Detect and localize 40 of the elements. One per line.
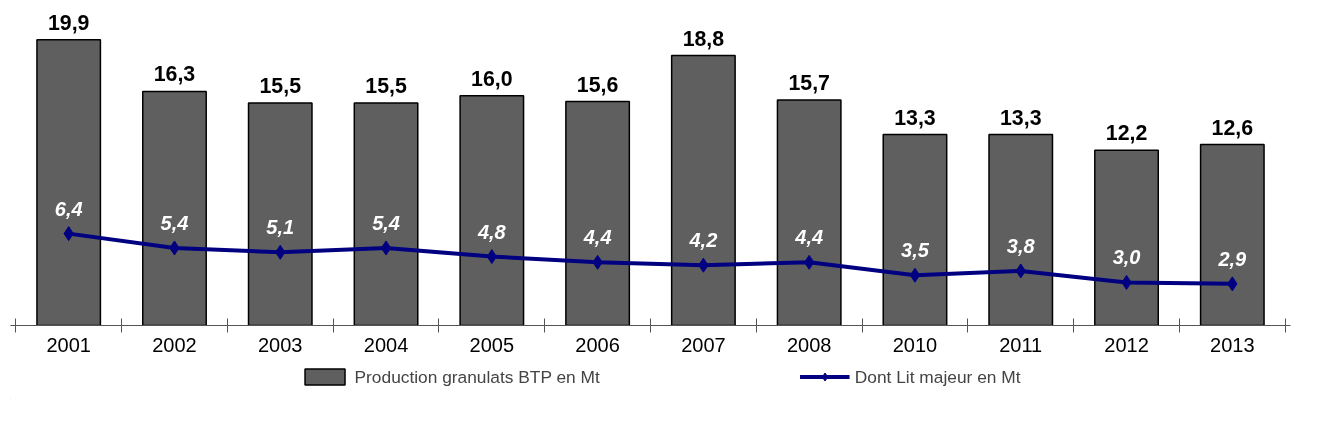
data-label: 5,4 (160, 211, 189, 234)
point (909, 267, 921, 283)
x-tick-label: 2008 (786, 333, 832, 356)
data-label: 5,4 (372, 211, 400, 234)
data-label: 3,0 (1112, 246, 1141, 269)
data-label: 12,6 (1211, 115, 1254, 140)
legend-label: Dont Lit majeur en Mt (854, 366, 1021, 387)
data-label: 15,6 (576, 72, 619, 97)
data-label: 5,1 (266, 216, 295, 239)
data-label: 13,3 (894, 105, 936, 130)
point (380, 240, 392, 256)
data-label: 18,8 (682, 26, 725, 51)
x-tick-label: 2004 (363, 333, 409, 356)
data-label: 15,5 (365, 73, 407, 98)
data-label: 3,5 (901, 239, 930, 262)
data-label: 4,2 (688, 229, 718, 252)
x-tick-label: 2013 (1210, 333, 1255, 356)
x-tick-label: 2005 (469, 333, 515, 356)
data-label: 2,9 (1217, 247, 1248, 270)
x-tick-label: 2012 (1104, 333, 1149, 356)
data-label: 4,8 (476, 220, 507, 243)
x-tick-label: 2006 (575, 333, 620, 356)
data-label: 4,4 (794, 226, 824, 249)
data-label: 16,0 (471, 66, 513, 91)
data-label: 6,4 (54, 197, 83, 220)
legend-label: Production granulats BTP en Mt (354, 366, 600, 387)
data-label: 15,7 (788, 71, 830, 96)
x-tick-label: 2003 (258, 333, 303, 356)
x-tick-label: 2010 (892, 333, 938, 356)
data-label: 3,8 (1006, 234, 1036, 257)
data-label: 15,5 (259, 73, 302, 98)
data-label: 16,3 (153, 62, 196, 87)
x-tick-label: 2001 (46, 333, 91, 356)
x-tick-label: 2002 (152, 333, 197, 356)
data-label: 19,9 (47, 10, 90, 35)
data-label: 13,3 (999, 105, 1042, 130)
data-label: 4,4 (582, 226, 612, 249)
x-tick-label: 2007 (681, 333, 726, 356)
x-tick-label: 2011 (999, 333, 1043, 356)
data-label: 12,2 (1105, 121, 1148, 146)
